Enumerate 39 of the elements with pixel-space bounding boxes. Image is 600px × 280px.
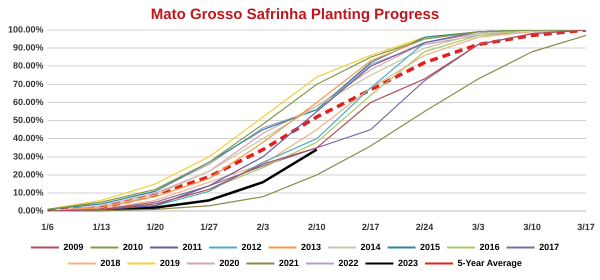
x-tick-label: 1/20 bbox=[146, 222, 164, 232]
y-tick-label: 10.00% bbox=[13, 188, 44, 198]
legend-label: 2020 bbox=[219, 258, 240, 268]
y-tick-label: 20.00% bbox=[13, 169, 44, 180]
y-tick-label: 0.00% bbox=[18, 206, 44, 216]
legend-label: 2023 bbox=[398, 258, 418, 268]
legend-label: 2018 bbox=[100, 258, 120, 268]
y-tick-label: 100.00% bbox=[8, 24, 44, 34]
legend-label: 2010 bbox=[122, 242, 143, 252]
legend-label: 2013 bbox=[300, 242, 322, 252]
x-tick-label: 3/10 bbox=[523, 222, 541, 232]
x-tick-label: 2/17 bbox=[362, 222, 380, 232]
legend-label: 2016 bbox=[480, 242, 500, 252]
x-tick-label: 2/24 bbox=[416, 222, 434, 232]
y-tick-label: 30.00% bbox=[13, 151, 44, 162]
legend-label: 2011 bbox=[182, 242, 202, 252]
x-tick-label: 1/6 bbox=[41, 222, 54, 232]
legend-label: 2021 bbox=[278, 258, 299, 268]
legend-label: 5-Year Average bbox=[457, 258, 522, 268]
x-tick-label: 3/3 bbox=[472, 222, 485, 232]
x-tick-label: 3/17 bbox=[577, 222, 595, 232]
y-tick-label: 40.00% bbox=[13, 133, 44, 144]
legend-label: 2014 bbox=[360, 242, 381, 252]
x-tick-label: 1/13 bbox=[92, 222, 110, 232]
legend-label: 2017 bbox=[539, 242, 560, 252]
legend-label: 2012 bbox=[241, 242, 262, 252]
legend-label: 2015 bbox=[420, 242, 440, 252]
legend-label: 2022 bbox=[338, 258, 358, 268]
y-tick-label: 90.00% bbox=[13, 42, 44, 53]
x-tick-label: 1/27 bbox=[200, 222, 218, 232]
y-tick-label: 50.00% bbox=[13, 115, 44, 126]
y-tick-label: 80.00% bbox=[13, 60, 44, 71]
legend-label: 2009 bbox=[63, 242, 84, 252]
y-tick-label: 60.00% bbox=[13, 96, 44, 107]
legend-label: 2019 bbox=[160, 258, 180, 268]
y-tick-label: 70.00% bbox=[13, 78, 44, 89]
x-tick-label: 2/3 bbox=[256, 222, 270, 232]
x-tick-label: 2/10 bbox=[308, 222, 326, 232]
chart-title: Mato Grosso Safrinha Planting Progress bbox=[150, 6, 440, 24]
